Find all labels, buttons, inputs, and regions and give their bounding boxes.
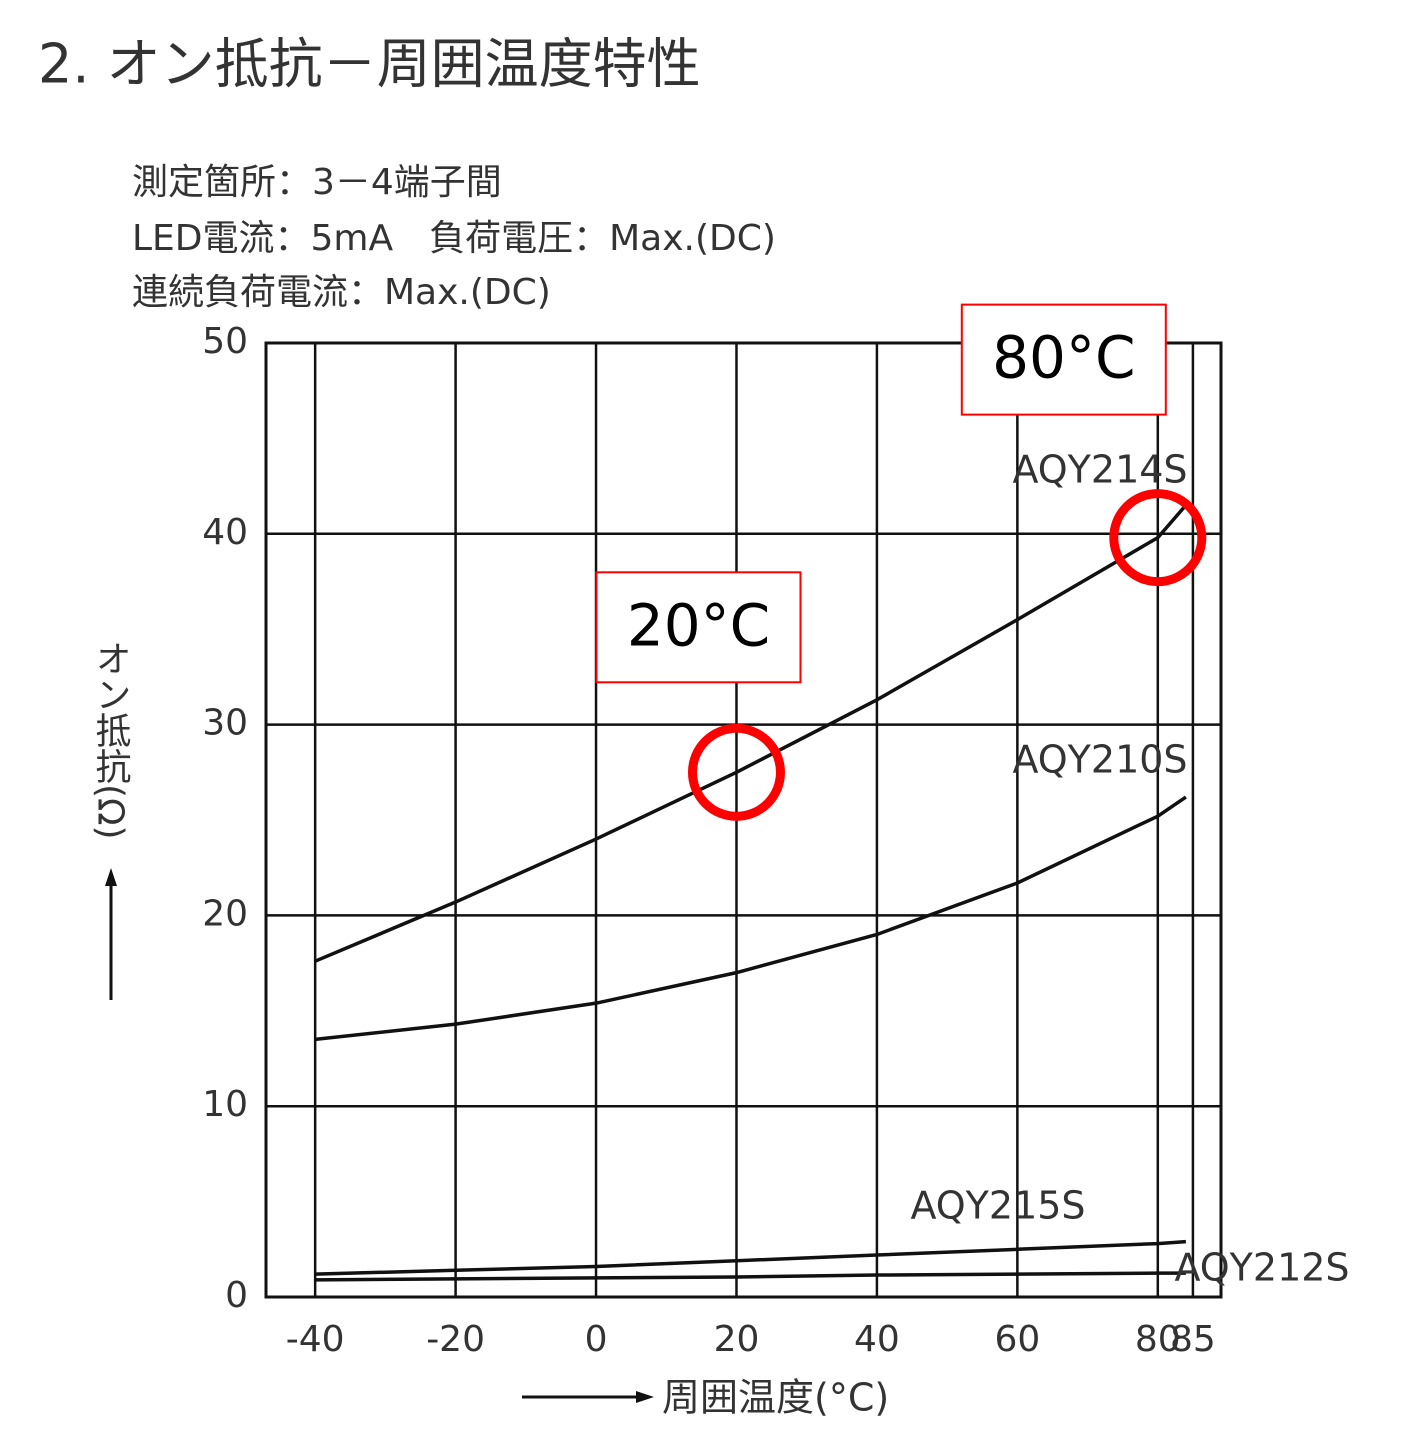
series-line: [315, 1239, 1187, 1276]
x-tick-label: 80: [1135, 1319, 1181, 1360]
plot-frame: [264, 341, 1223, 1299]
highlight-circle: [687, 723, 785, 821]
highlight-circle: [1109, 489, 1207, 587]
annotation-text: 80°C: [992, 324, 1135, 392]
note: LED電流：5mA 負荷電圧：Max.(DC): [132, 218, 776, 259]
x-tick-label: 60: [994, 1319, 1040, 1360]
y-tick-label: 50: [202, 321, 248, 362]
x-tick-label: 0: [585, 1319, 608, 1360]
y-tick-label: 20: [202, 893, 248, 934]
x-tick-label: -20: [426, 1319, 485, 1360]
annotation-box: [960, 303, 1167, 416]
x-arrow-head: [636, 1391, 654, 1403]
x-tick-label: 85: [1170, 1319, 1216, 1360]
series-label: AQY214S: [1012, 448, 1187, 492]
y-arrow-head: [105, 868, 117, 886]
y-tick-label: 40: [202, 512, 248, 553]
x-tick-label: 40: [854, 1319, 900, 1360]
series-line: [314, 504, 1188, 963]
annotation-box: [595, 571, 802, 684]
y-axis-label: オン抵抗(Ω): [90, 640, 131, 840]
note: 連続負荷電流：Max.(DC): [132, 272, 551, 313]
series-label: AQY210S: [1012, 738, 1187, 782]
chart-title: 2. オン抵抗－周囲温度特性: [38, 33, 701, 96]
y-tick-label: 10: [202, 1084, 248, 1125]
series-line: [315, 1271, 1186, 1282]
series-label: AQY215S: [910, 1184, 1085, 1228]
x-axis-label: 周囲温度(°C): [662, 1376, 889, 1420]
annotation-text: 20°C: [627, 591, 770, 659]
x-tick-label: 20: [714, 1319, 760, 1360]
y-tick-label: 30: [202, 703, 248, 744]
x-tick-label: -40: [286, 1319, 345, 1360]
series-line: [314, 795, 1187, 1042]
series-label: AQY212S: [1174, 1246, 1349, 1290]
y-tick-label: 0: [225, 1275, 248, 1316]
note: 測定箇所：3－4端子間: [132, 162, 502, 203]
